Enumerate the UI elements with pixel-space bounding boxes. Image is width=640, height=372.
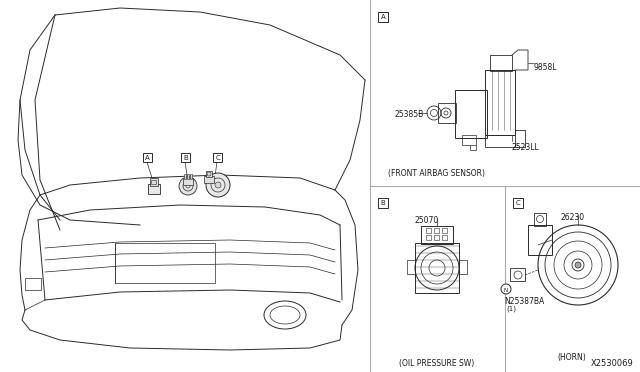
Bar (190, 174, 192, 179)
Circle shape (575, 262, 581, 268)
Bar (0, 0, 370, 372)
Bar (455, 90, 487, 138)
Bar (25, 278, 41, 290)
Text: N: N (504, 288, 508, 292)
Bar (438, 103, 456, 123)
Bar (378, 12, 388, 22)
Text: 2523LL: 2523LL (512, 143, 540, 152)
Bar (150, 178, 158, 186)
Bar (187, 174, 189, 179)
Text: (HORN): (HORN) (557, 353, 586, 362)
Text: C: C (215, 154, 220, 160)
Text: 25385B: 25385B (395, 110, 424, 119)
Text: B: B (183, 154, 188, 160)
Text: N25387BA: N25387BA (504, 297, 544, 306)
Bar (434, 235, 439, 240)
Circle shape (206, 173, 230, 197)
Bar (115, 243, 215, 283)
Bar (407, 260, 415, 274)
Bar (459, 260, 467, 274)
Bar (510, 268, 525, 281)
Bar (370, 0, 640, 372)
Bar (426, 235, 431, 240)
Text: 25070: 25070 (415, 216, 439, 225)
Bar (184, 174, 186, 179)
Bar (485, 70, 515, 135)
Bar (204, 176, 214, 183)
Text: C: C (516, 200, 520, 206)
Bar (181, 153, 190, 162)
Bar (426, 228, 431, 233)
Circle shape (501, 284, 511, 294)
Bar (143, 153, 152, 162)
Bar (148, 184, 160, 194)
Bar (206, 171, 212, 177)
Bar (434, 228, 439, 233)
Bar (415, 243, 459, 293)
Bar (151, 180, 156, 184)
Text: A: A (145, 154, 150, 160)
Text: (FRONT AIRBAG SENSOR): (FRONT AIRBAG SENSOR) (388, 169, 486, 178)
Text: X2530069: X2530069 (591, 359, 634, 368)
Bar (378, 198, 388, 208)
Text: (1): (1) (506, 305, 516, 311)
Text: 26230: 26230 (561, 213, 585, 222)
Bar (421, 226, 453, 244)
Bar (183, 178, 193, 185)
Text: B: B (381, 200, 385, 206)
Bar (513, 198, 523, 208)
Bar (490, 55, 512, 71)
Text: A: A (381, 14, 385, 20)
Bar (213, 153, 222, 162)
Text: 9858L: 9858L (534, 63, 557, 72)
Bar (442, 228, 447, 233)
Circle shape (215, 182, 221, 188)
Bar (528, 225, 552, 255)
Bar (462, 135, 476, 145)
Bar (485, 135, 515, 147)
Text: (OIL PRESSURE SW): (OIL PRESSURE SW) (399, 359, 475, 368)
Bar (442, 235, 447, 240)
Bar (534, 213, 546, 226)
Circle shape (179, 177, 197, 195)
